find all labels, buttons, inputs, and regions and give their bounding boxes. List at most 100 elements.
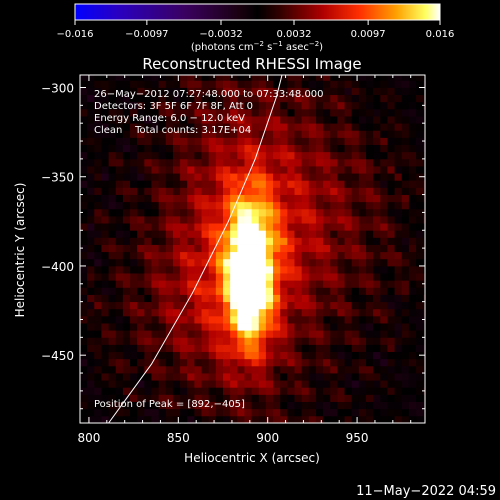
heatmap-pixel [101, 144, 109, 153]
heatmap-pixel [387, 230, 396, 238]
heatmap-pixel [80, 180, 88, 188]
heatmap-pixel [373, 223, 381, 231]
heatmap-pixel [287, 166, 295, 174]
heatmap-pixel [308, 144, 317, 153]
heatmap-pixel [251, 75, 260, 81]
heatmap-pixel [351, 265, 360, 274]
heatmap-pixel [387, 108, 396, 117]
heatmap-pixel [358, 394, 367, 402]
heatmap-pixel [94, 75, 102, 81]
heatmap-pixel [294, 401, 303, 410]
heatmap-pixel [215, 101, 224, 110]
heatmap-pixel [158, 301, 167, 310]
heatmap-pixel [380, 301, 388, 310]
heatmap-pixel [423, 80, 425, 88]
heatmap-pixel [401, 223, 410, 231]
heatmap-pixel [101, 408, 109, 417]
heatmap-pixel [122, 75, 131, 81]
heatmap-pixel [165, 337, 174, 345]
heatmap-pixel [416, 94, 424, 103]
heatmap-pixel [294, 130, 303, 138]
heatmap-pixel [416, 75, 424, 81]
heatmap-pixel [358, 315, 367, 324]
heatmap-pixel [172, 273, 181, 281]
heatmap-pixel [223, 94, 231, 103]
heatmap-pixel [315, 294, 324, 303]
heatmap-pixel [158, 215, 167, 224]
heatmap-pixel [387, 344, 396, 353]
heatmap-pixel [122, 401, 131, 410]
heatmap-pixel [151, 244, 160, 253]
heatmap-pixel [230, 365, 238, 374]
heatmap-pixel [258, 173, 267, 181]
heatmap-pixel [301, 387, 310, 395]
heatmap-pixel [137, 137, 145, 145]
heatmap-pixel [258, 315, 267, 324]
heatmap-pixel [237, 258, 245, 267]
heatmap-pixel [401, 415, 410, 423]
heatmap-pixel [344, 280, 353, 288]
heatmap-pixel [144, 380, 152, 388]
heatmap-pixel [251, 401, 260, 410]
heatmap-pixel [380, 94, 388, 103]
heatmap-pixel [373, 301, 381, 310]
heatmap-pixel [351, 108, 360, 117]
heatmap-pixel [244, 123, 253, 131]
heatmap-pixel [251, 301, 260, 310]
heatmap-pixel [401, 137, 410, 145]
heatmap-pixel [230, 258, 238, 267]
heatmap-pixel [330, 80, 338, 88]
heatmap-pixel [301, 415, 310, 423]
heatmap-pixel [194, 251, 202, 260]
heatmap-pixel [87, 258, 95, 267]
heatmap-pixel [215, 151, 224, 160]
heatmap-pixel [373, 194, 381, 203]
heatmap-pixel [208, 94, 217, 103]
heatmap-pixel [130, 294, 138, 303]
heatmap-pixel [94, 215, 102, 224]
heatmap-pixel [101, 158, 109, 167]
heatmap-pixel [373, 151, 381, 160]
heatmap-pixel [416, 294, 424, 303]
heatmap-pixel [208, 108, 217, 117]
heatmap-pixel [187, 180, 195, 188]
heatmap-pixel [237, 75, 245, 81]
heatmap-pixel [301, 265, 310, 274]
heatmap-pixel [201, 308, 210, 317]
heatmap-pixel [287, 237, 295, 245]
heatmap-pixel [108, 380, 117, 388]
heatmap-pixel [423, 358, 425, 367]
heatmap-pixel [144, 251, 152, 260]
heatmap-pixel [294, 166, 303, 174]
heatmap-pixel [94, 194, 102, 203]
heatmap-pixel [237, 394, 245, 402]
heatmap-pixel [258, 408, 267, 417]
heatmap-pixel [287, 116, 295, 124]
heatmap-pixel [308, 380, 317, 388]
heatmap-pixel [172, 215, 181, 224]
heatmap-pixel [273, 137, 281, 145]
heatmap-pixel [373, 230, 381, 238]
heatmap-pixel [301, 75, 310, 81]
heatmap-pixel [201, 75, 210, 81]
heatmap-pixel [201, 280, 210, 288]
heatmap-pixel [237, 351, 245, 360]
heatmap-pixel [358, 408, 367, 417]
heatmap-pixel [416, 194, 424, 203]
heatmap-pixel [280, 166, 288, 174]
heatmap-pixel [315, 75, 324, 81]
heatmap-pixel [158, 144, 167, 153]
heatmap-pixel [401, 251, 410, 260]
heatmap-pixel [130, 358, 138, 367]
heatmap-pixel [401, 280, 410, 288]
heatmap-pixel [80, 408, 88, 417]
heatmap-pixel [180, 208, 188, 217]
heatmap-pixel [115, 123, 124, 131]
heatmap-pixel [330, 237, 338, 245]
heatmap-pixel [80, 365, 88, 374]
heatmap-pixel [380, 251, 388, 260]
heatmap-pixel [244, 308, 253, 317]
heatmap-pixel [187, 101, 195, 110]
heatmap-pixel [251, 123, 260, 131]
heatmap-pixel [244, 337, 253, 345]
